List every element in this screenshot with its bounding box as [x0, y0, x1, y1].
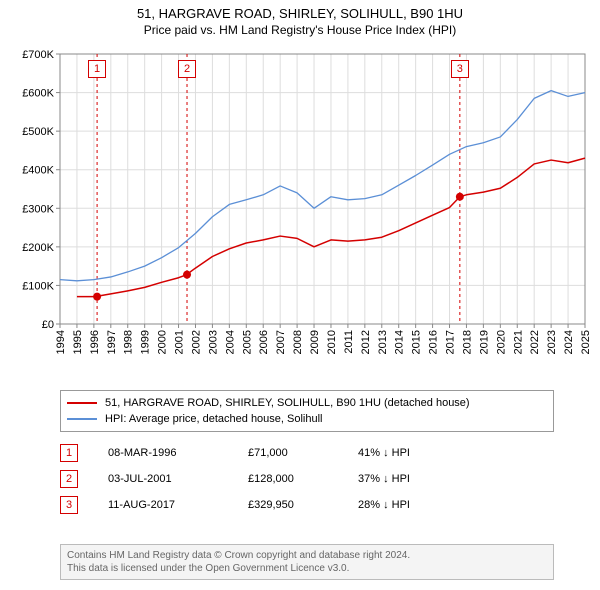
chart-marker-1: 1: [88, 60, 106, 78]
legend-label: 51, HARGRAVE ROAD, SHIRLEY, SOLIHULL, B9…: [105, 397, 470, 409]
svg-text:2013: 2013: [377, 330, 389, 354]
svg-text:2020: 2020: [495, 330, 507, 354]
sale-date: 11-AUG-2017: [108, 499, 248, 511]
sales-table: 1 08-MAR-1996£71,00041% ↓ HPI 2 03-JUL-2001…: [60, 440, 540, 518]
svg-text:1995: 1995: [72, 330, 84, 354]
svg-text:£500K: £500K: [22, 126, 54, 138]
svg-text:2008: 2008: [292, 330, 304, 354]
svg-text:2006: 2006: [258, 330, 270, 354]
svg-text:£100K: £100K: [22, 280, 54, 292]
svg-text:2009: 2009: [309, 330, 321, 354]
svg-text:2004: 2004: [224, 330, 236, 354]
sale-price: £71,000: [248, 447, 358, 459]
legend-swatch: [67, 418, 97, 420]
svg-text:1996: 1996: [89, 330, 101, 354]
legend: 51, HARGRAVE ROAD, SHIRLEY, SOLIHULL, B9…: [60, 390, 554, 432]
sale-marker-number: 2: [60, 470, 78, 488]
svg-text:£700K: £700K: [22, 49, 54, 61]
svg-text:2017: 2017: [445, 330, 457, 354]
legend-swatch: [67, 402, 97, 404]
svg-text:2001: 2001: [174, 330, 186, 354]
svg-text:2007: 2007: [275, 330, 287, 354]
svg-text:2000: 2000: [157, 330, 169, 354]
page-title-address: 51, HARGRAVE ROAD, SHIRLEY, SOLIHULL, B9…: [0, 6, 600, 21]
chart-marker-2: 2: [178, 60, 196, 78]
svg-text:2002: 2002: [190, 330, 202, 354]
svg-text:2014: 2014: [394, 330, 406, 354]
sale-delta-hpi: 28% ↓ HPI: [358, 499, 478, 511]
svg-text:2003: 2003: [207, 330, 219, 354]
svg-text:2015: 2015: [411, 330, 423, 354]
svg-text:£600K: £600K: [22, 88, 54, 100]
page-title-subtitle: Price paid vs. HM Land Registry's House …: [0, 23, 600, 37]
svg-text:2021: 2021: [512, 330, 524, 354]
footer-line-1: Contains HM Land Registry data © Crown c…: [67, 549, 547, 562]
attribution-footer: Contains HM Land Registry data © Crown c…: [60, 544, 554, 580]
price-chart: £0 £100K £200K £300K £400K £500K £600K £700K 199…: [0, 44, 600, 384]
svg-text:1999: 1999: [140, 330, 152, 354]
sale-price: £128,000: [248, 473, 358, 485]
svg-text:2010: 2010: [326, 330, 338, 354]
svg-text:£0: £0: [42, 319, 54, 331]
svg-text:1994: 1994: [55, 330, 67, 354]
sale-row: 2 03-JUL-2001£128,00037% ↓ HPI: [60, 466, 540, 492]
svg-text:2023: 2023: [546, 330, 558, 354]
sale-marker-number: 1: [60, 444, 78, 462]
svg-text:2025: 2025: [580, 330, 592, 354]
svg-text:2012: 2012: [360, 330, 372, 354]
sale-date: 03-JUL-2001: [108, 473, 248, 485]
footer-line-2: This data is licensed under the Open Gov…: [67, 562, 547, 575]
sale-row: 1 08-MAR-1996£71,00041% ↓ HPI: [60, 440, 540, 466]
svg-text:2011: 2011: [343, 330, 355, 354]
svg-text:2019: 2019: [478, 330, 490, 354]
sale-date: 08-MAR-1996: [108, 447, 248, 459]
sale-delta-hpi: 37% ↓ HPI: [358, 473, 478, 485]
svg-text:1998: 1998: [123, 330, 135, 354]
legend-row-0: 51, HARGRAVE ROAD, SHIRLEY, SOLIHULL, B9…: [67, 395, 547, 411]
svg-text:£300K: £300K: [22, 203, 54, 215]
svg-text:2024: 2024: [563, 330, 575, 354]
svg-text:2018: 2018: [461, 330, 473, 354]
svg-text:1997: 1997: [106, 330, 118, 354]
svg-text:£400K: £400K: [22, 165, 54, 177]
svg-text:£200K: £200K: [22, 242, 54, 254]
svg-text:2022: 2022: [529, 330, 541, 354]
legend-row-1: HPI: Average price, detached house, Soli…: [67, 411, 547, 427]
sale-marker-number: 3: [60, 496, 78, 514]
sale-price: £329,950: [248, 499, 358, 511]
chart-marker-3: 3: [451, 60, 469, 78]
svg-text:2005: 2005: [241, 330, 253, 354]
sale-row: 3 11-AUG-2017£329,95028% ↓ HPI: [60, 492, 540, 518]
svg-text:2016: 2016: [428, 330, 440, 354]
legend-label: HPI: Average price, detached house, Soli…: [105, 413, 323, 425]
sale-delta-hpi: 41% ↓ HPI: [358, 447, 478, 459]
